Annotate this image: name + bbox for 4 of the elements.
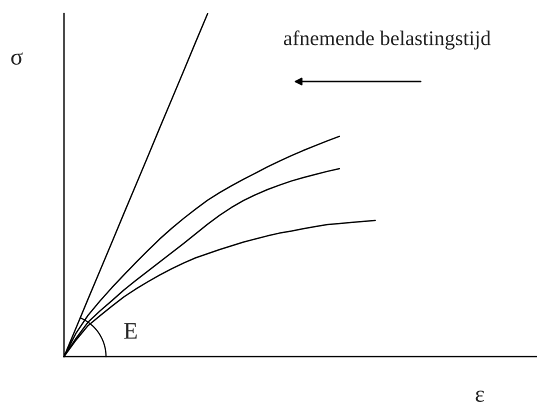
x-axis-title: ε (476, 390, 484, 402)
annotation: afnemende belastingstijd (284, 30, 491, 50)
y-axis-title: σ (11, 52, 23, 65)
annotation: E (124, 323, 137, 339)
